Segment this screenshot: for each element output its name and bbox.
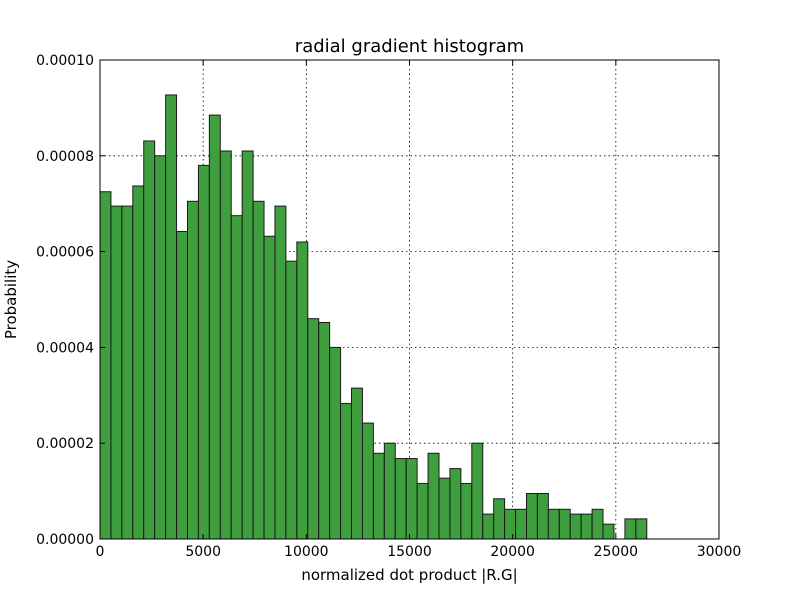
histogram-bar: [449, 468, 462, 540]
y-tick-label: 0.00000: [36, 532, 94, 548]
x-tick-label: 15000: [387, 544, 432, 560]
histogram-bar: [143, 140, 156, 540]
histogram-bar: [471, 442, 484, 540]
histogram-bar: [329, 346, 342, 540]
x-axis-ticks: 0 5000 10000 15000 20000 25000 30000: [96, 60, 742, 560]
histogram-bar: [230, 215, 243, 540]
y-axis-label: Probability: [2, 260, 20, 339]
histogram-bar: [460, 482, 473, 540]
histogram-bar: [285, 260, 298, 540]
histogram-bar: [121, 205, 134, 540]
y-axis-ticks: 0.00000 0.00002 0.00004 0.00006 0.00008 0.000…: [36, 53, 719, 548]
histogram-bar: [504, 508, 517, 540]
histogram-bar: [263, 235, 276, 540]
histogram-bar: [372, 452, 385, 540]
x-tick-label: 20000: [490, 544, 535, 560]
histogram-bar: [405, 458, 418, 540]
histogram-bar: [165, 94, 178, 540]
histogram-bar: [340, 402, 353, 540]
histogram-bar: [176, 230, 188, 540]
x-tick-label: 30000: [697, 544, 742, 560]
histogram-bar: [132, 185, 145, 540]
histogram-bar: [154, 155, 167, 540]
histogram-bar: [427, 452, 440, 540]
y-tick-label: 0.00004: [36, 340, 94, 356]
x-tick-label: 25000: [594, 544, 639, 560]
histogram-bar: [197, 164, 210, 540]
histogram-bar: [624, 518, 637, 540]
histogram-bar: [635, 518, 648, 540]
histogram-bar: [307, 318, 320, 540]
histogram-bar: [318, 321, 331, 540]
x-tick-label: 10000: [284, 544, 329, 560]
histogram-bar: [569, 513, 582, 540]
histogram-bar: [602, 523, 615, 540]
histogram-bar: [482, 513, 495, 540]
histogram-bar: [383, 442, 396, 540]
histogram-bar: [208, 114, 221, 540]
histogram-bar: [110, 205, 123, 540]
x-axis-label: normalized dot product |R.G|: [301, 566, 517, 584]
histogram-bar: [252, 200, 265, 540]
histogram-bar: [351, 387, 363, 540]
histogram-bar: [186, 200, 199, 540]
histogram-bars: [99, 94, 648, 540]
y-tick-label: 0.00010: [36, 53, 94, 69]
y-tick-label: 0.00002: [36, 436, 94, 452]
histogram-bar: [416, 482, 429, 540]
histogram-bar: [274, 205, 287, 540]
histogram-bar: [438, 477, 451, 540]
histogram-bar: [536, 492, 549, 540]
x-tick-label: 0: [96, 544, 105, 560]
y-tick-label: 0.00006: [36, 245, 94, 261]
histogram-bar: [525, 492, 538, 540]
histogram-bar: [241, 150, 254, 540]
y-tick-label: 0.00008: [36, 149, 94, 165]
chart-title: radial gradient histogram: [295, 36, 524, 57]
histogram-bar: [394, 458, 407, 540]
histogram-bar: [558, 508, 571, 540]
histogram-bar: [219, 150, 232, 540]
histogram-bar: [580, 513, 593, 540]
histogram-bar: [99, 191, 112, 540]
x-tick-label: 5000: [185, 544, 221, 560]
histogram-bar: [361, 422, 374, 540]
histogram-bar: [493, 498, 506, 540]
histogram-bar: [547, 508, 560, 540]
histogram-bar: [515, 508, 527, 540]
histogram-bar: [591, 508, 604, 540]
histogram-bar: [296, 241, 309, 540]
